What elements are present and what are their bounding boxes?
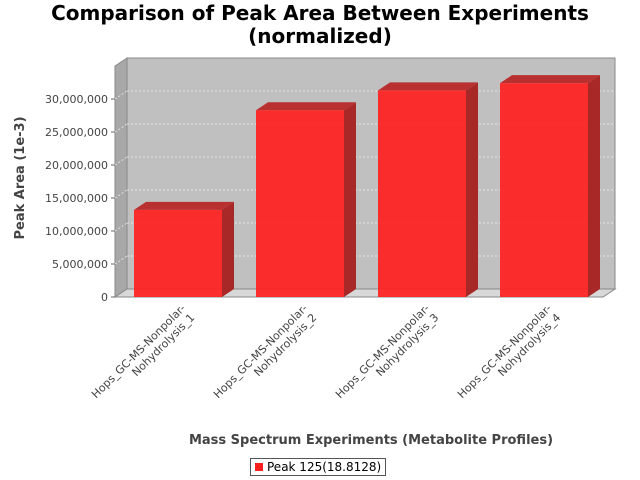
y-tick-label: 5,000,000	[52, 258, 108, 271]
grid-line-side	[114, 156, 128, 166]
bar	[378, 82, 478, 297]
x-tick-label: Hops_GC-MS-Nonpolar-Nohydrolysis_3	[333, 302, 441, 401]
bar	[256, 102, 356, 297]
bar-front	[500, 83, 588, 297]
bar-front	[256, 110, 344, 297]
grid-line-side	[114, 255, 128, 265]
y-tick-label: 15,000,000	[45, 192, 108, 205]
x-tick-label: Hops_GC-MS-Nonpolar-Nohydrolysis_4	[455, 302, 563, 401]
legend-swatch	[255, 463, 263, 471]
x-tick-label-line: Hops_GC-MS-Nonpolar-	[333, 302, 432, 401]
x-tick-label: Hops_GC-MS-Nonpolar-Nohydrolysis_2	[211, 302, 319, 401]
bar-top	[134, 201, 234, 210]
bar-top	[500, 75, 600, 84]
bar-side	[222, 201, 234, 297]
grid-line-side	[114, 123, 128, 133]
x-axis-labels: Hops_GC-MS-Nonpolar-Nohydrolysis_1 Hops_G…	[89, 302, 563, 401]
bar-side	[466, 82, 478, 297]
legend-label: Peak 125(18.8128)	[267, 460, 382, 474]
y-axis: 0 5,000,000 10,000,000 15,000,000 20,000,000…	[45, 93, 115, 304]
bar	[134, 201, 234, 297]
y-tick-label: 0	[101, 291, 108, 304]
x-tick-label: Hops_GC-MS-Nonpolar-Nohydrolysis_1	[89, 302, 197, 401]
x-tick-label-line: Hops_GC-MS-Nonpolar-	[455, 302, 554, 401]
chart-subtitle: (normalized)	[248, 24, 392, 48]
chart-title-main: Comparison of Peak Area Between Experime…	[51, 1, 589, 25]
grid-line-side	[114, 222, 128, 232]
legend: Peak 125(18.8128)	[250, 458, 387, 476]
bar-top	[378, 82, 478, 91]
y-tick-label: 25,000,000	[45, 126, 108, 139]
x-tick-label-line: Hops_GC-MS-Nonpolar-	[211, 302, 310, 401]
y-tick-label: 30,000,000	[45, 93, 108, 106]
bar-top	[256, 102, 356, 111]
grid-line-side	[114, 90, 128, 100]
y-axis-title: Peak Area (1e-3)	[13, 116, 28, 239]
bar	[500, 75, 600, 297]
y-tick-label: 20,000,000	[45, 159, 108, 172]
bar-front	[378, 90, 466, 297]
bar-side	[588, 75, 600, 297]
y-tick-label: 10,000,000	[45, 225, 108, 238]
grid-line-side	[114, 189, 128, 199]
x-axis-title: Mass Spectrum Experiments (Metabolite Pr…	[189, 433, 553, 448]
chart-title: Comparison of Peak Area Between Experime…	[0, 2, 640, 48]
bar-side	[344, 102, 356, 297]
plot-left-wall	[114, 57, 128, 298]
bar-front	[134, 209, 222, 297]
x-tick-label-line: Hops_GC-MS-Nonpolar-	[89, 302, 188, 401]
bars	[134, 75, 600, 297]
